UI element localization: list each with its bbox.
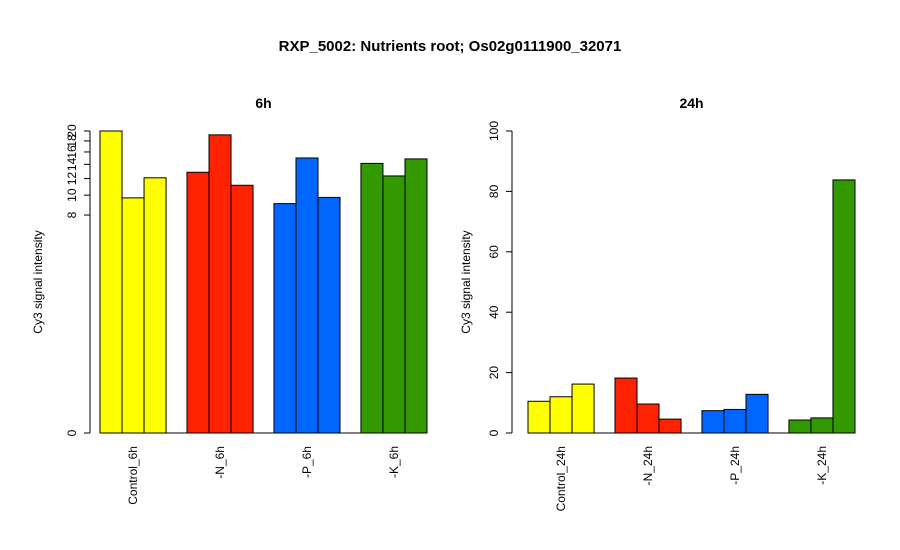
y-tick-label: 8	[65, 211, 79, 218]
bar	[295, 157, 319, 434]
y-tick-label: 60	[487, 245, 501, 259]
y-tick-label: 14	[65, 157, 79, 171]
bar	[230, 184, 254, 434]
bar	[745, 393, 769, 434]
bar	[143, 177, 167, 434]
x-tick-label: -K_24h	[815, 446, 829, 485]
x-tick-label: -P_6h	[300, 446, 314, 478]
y-tick-label: 0	[487, 429, 501, 436]
y-tick-label: 20	[487, 366, 501, 380]
bar	[636, 403, 660, 434]
y-tick-label: 100	[487, 121, 501, 141]
bar	[810, 417, 834, 434]
bar	[360, 162, 384, 434]
y-tick-label: 40	[487, 305, 501, 319]
y-tick-label: 12	[65, 172, 79, 186]
x-tick-label: -N_24h	[641, 446, 655, 485]
bar	[186, 171, 210, 434]
bar	[571, 383, 595, 434]
y-tick-label: 20	[65, 124, 79, 138]
bar	[317, 196, 341, 434]
panel-title: 24h	[679, 95, 703, 111]
bar	[527, 400, 551, 434]
y-tick-label: 18	[65, 134, 79, 148]
bar	[208, 134, 232, 434]
bar	[121, 197, 145, 434]
y-tick-label: 0	[65, 429, 79, 436]
bar	[614, 377, 638, 434]
bar	[549, 396, 573, 434]
figure-title: RXP_5002: Nutrients root; Os02g0111900_3…	[278, 38, 622, 55]
bar	[273, 203, 297, 434]
y-tick-label: 16	[65, 145, 79, 159]
bar	[832, 179, 856, 434]
bar	[382, 175, 406, 434]
x-tick-label: -K_6h	[387, 446, 401, 478]
y-tick-label: 10	[65, 188, 79, 202]
bar	[723, 408, 747, 434]
bar	[404, 158, 428, 434]
x-tick-label: -N_6h	[213, 446, 227, 479]
bar	[701, 410, 725, 434]
bar	[788, 419, 812, 434]
y-axis-title: Cy3 signal intensity	[31, 230, 45, 333]
x-tick-label: -P_24h	[728, 446, 742, 485]
y-axis-title: Cy3 signal intensity	[459, 230, 473, 333]
panel-title: 6h	[255, 95, 271, 111]
bar	[99, 130, 123, 434]
x-tick-label: Control_24h	[554, 446, 568, 511]
y-tick-label: 80	[487, 184, 501, 198]
bar	[658, 418, 682, 434]
x-tick-label: Control_6h	[126, 446, 140, 505]
